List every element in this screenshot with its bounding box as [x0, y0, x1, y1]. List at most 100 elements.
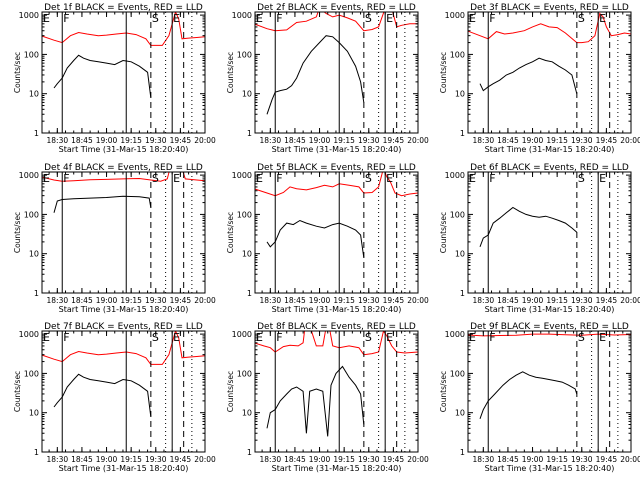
- chart-title: Det 9f BLACK = Events, RED = LLD: [470, 322, 629, 332]
- x-tick-label: 19:15: [333, 296, 355, 305]
- series-group: [468, 12, 631, 94]
- lld-series-line: [42, 331, 205, 365]
- x-tick-label: 19:15: [120, 136, 142, 145]
- events-series-line: [479, 57, 578, 94]
- time-marker-label: E: [386, 12, 393, 25]
- y-axis-label: Counts/sec: [226, 212, 235, 253]
- lld-series-line: [255, 331, 418, 356]
- plot-frame: [254, 11, 419, 134]
- x-tick-label: 18:45: [497, 455, 519, 464]
- time-marker-label: S: [152, 331, 159, 344]
- y-tick-label: 100: [237, 369, 252, 378]
- x-tick-label: 20:00: [194, 296, 216, 305]
- y-tick-label: 100: [24, 210, 39, 219]
- chart-title: Det 8f BLACK = Events, RED = LLD: [257, 322, 416, 332]
- time-marker-label: E: [173, 12, 180, 25]
- time-marker-label: E: [469, 331, 476, 344]
- x-tick-label: 18:45: [284, 455, 306, 464]
- x-tick-label: 20:00: [194, 455, 216, 464]
- x-tick-label: 19:45: [383, 455, 405, 464]
- y-tick-label: 10: [29, 250, 39, 259]
- x-tick-label: 19:30: [358, 136, 380, 145]
- x-tick-label: 19:45: [596, 455, 618, 464]
- x-axis-label: Start Time (31-Mar-15 18:20:40): [485, 464, 615, 473]
- plot-frame: [41, 11, 206, 134]
- lld-series-line: [42, 12, 205, 46]
- x-tick-label: 18:45: [71, 296, 93, 305]
- y-axis-label: Counts/sec: [439, 212, 448, 253]
- y-tick-label: 1: [34, 289, 39, 298]
- y-tick-label: 1: [460, 289, 465, 298]
- time-marker-label: E: [386, 331, 393, 344]
- time-marker-label: F: [489, 172, 495, 185]
- x-tick-label: 19:30: [145, 296, 167, 305]
- plot-frame: [254, 171, 419, 294]
- time-marker-label: E: [43, 172, 50, 185]
- time-marker-label: F: [276, 331, 282, 344]
- x-tick-label: 19:15: [546, 136, 568, 145]
- x-tick-label: 18:30: [47, 296, 69, 305]
- x-tick-label: 19:30: [571, 136, 593, 145]
- y-tick-label: 10: [455, 409, 465, 418]
- x-tick-label: 19:45: [170, 455, 192, 464]
- x-tick-label: 18:30: [260, 296, 282, 305]
- x-axis-label: Start Time (31-Mar-15 18:20:40): [272, 145, 402, 154]
- plot-frame: [254, 330, 419, 453]
- series-group: [42, 12, 205, 98]
- x-axis-label: Start Time (31-Mar-15 18:20:40): [485, 145, 615, 154]
- time-marker-label: F: [489, 12, 495, 25]
- x-tick-label: 18:30: [473, 136, 495, 145]
- y-tick-label: 10: [29, 90, 39, 99]
- chart-title: Det 1f BLACK = Events, RED = LLD: [44, 3, 203, 13]
- series-group: [468, 333, 631, 419]
- y-tick-label: 1: [460, 129, 465, 138]
- plot-frame: [467, 171, 632, 294]
- x-tick-label: 20:00: [620, 455, 640, 464]
- y-tick-label: 1: [34, 448, 39, 457]
- x-tick-label: 19:45: [383, 296, 405, 305]
- plot-frame: [41, 330, 206, 453]
- x-tick-label: 19:00: [522, 136, 544, 145]
- x-axis-label: Start Time (31-Mar-15 18:20:40): [59, 305, 189, 314]
- x-tick-label: 20:00: [407, 455, 429, 464]
- events-series-line: [266, 35, 365, 115]
- lld-series-line: [468, 12, 631, 44]
- events-series-line: [53, 54, 152, 98]
- x-tick-label: 18:45: [284, 296, 306, 305]
- time-marker-label: E: [599, 331, 606, 344]
- x-tick-label: 18:30: [47, 136, 69, 145]
- time-marker-label: F: [63, 12, 69, 25]
- time-marker-label: F: [276, 172, 282, 185]
- x-tick-label: 20:00: [194, 136, 216, 145]
- time-marker-label: E: [256, 12, 263, 25]
- y-tick-label: 1000: [232, 11, 252, 20]
- series-group: [255, 172, 418, 258]
- time-marker-label: S: [152, 12, 159, 25]
- x-tick-label: 20:00: [407, 136, 429, 145]
- y-tick-label: 100: [450, 369, 465, 378]
- y-tick-label: 100: [450, 50, 465, 59]
- x-axis-label: Start Time (31-Mar-15 18:20:40): [59, 464, 189, 473]
- x-tick-label: 19:45: [170, 136, 192, 145]
- y-axis-label: Counts/sec: [226, 371, 235, 412]
- time-marker-label: E: [173, 172, 180, 185]
- x-tick-label: 19:30: [571, 296, 593, 305]
- x-tick-label: 19:00: [309, 136, 331, 145]
- y-tick-label: 1: [247, 129, 252, 138]
- x-tick-label: 18:30: [473, 455, 495, 464]
- time-marker-label: F: [63, 331, 69, 344]
- y-tick-label: 1000: [232, 330, 252, 339]
- x-axis-label: Start Time (31-Mar-15 18:20:40): [272, 464, 402, 473]
- chart-title: Det 2f BLACK = Events, RED = LLD: [257, 3, 416, 13]
- x-tick-label: 19:45: [383, 136, 405, 145]
- x-tick-label: 18:30: [260, 455, 282, 464]
- y-axis-label: Counts/sec: [226, 52, 235, 93]
- y-tick-label: 1000: [19, 171, 39, 180]
- time-marker-label: E: [599, 12, 606, 25]
- x-tick-label: 18:30: [47, 455, 69, 464]
- y-tick-label: 1000: [232, 171, 252, 180]
- x-tick-label: 18:45: [497, 296, 519, 305]
